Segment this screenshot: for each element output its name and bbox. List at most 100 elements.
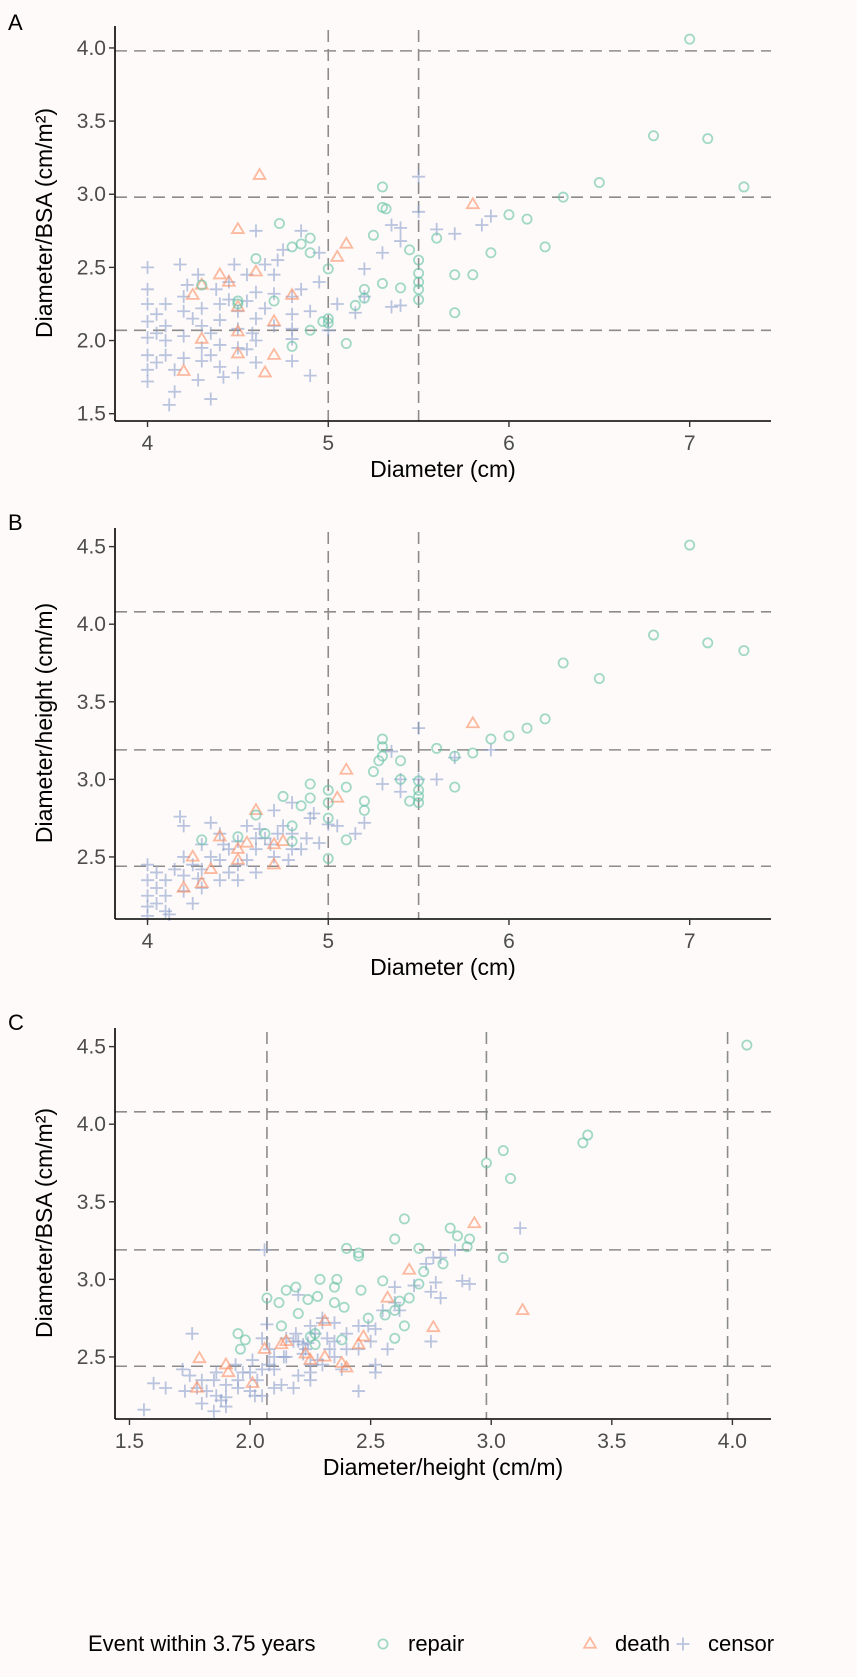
censor-point	[213, 297, 227, 311]
censor-point	[320, 1331, 334, 1345]
repair-point	[286, 241, 298, 253]
censor-point	[150, 881, 164, 895]
censor-point	[412, 205, 426, 219]
repair-point	[295, 800, 307, 812]
death-point	[212, 266, 228, 280]
censor-point	[429, 1275, 443, 1289]
censor-point	[231, 858, 245, 872]
censor-point	[274, 1378, 288, 1392]
repair-point	[738, 181, 750, 193]
censor-point	[195, 319, 209, 333]
repair-point	[280, 1284, 292, 1296]
legend-death-marker	[582, 1636, 598, 1649]
repair-point	[376, 181, 388, 193]
censor-point	[285, 354, 299, 368]
repair-point	[449, 269, 461, 281]
censor-point	[352, 1384, 366, 1398]
repair-point	[593, 177, 605, 189]
repair-point	[389, 1304, 401, 1316]
censor-point	[281, 853, 295, 867]
censor-point	[327, 1350, 341, 1364]
censor-point	[357, 816, 371, 830]
death-point	[185, 848, 201, 862]
death-point	[298, 1345, 314, 1359]
censor-point	[303, 1319, 317, 1333]
repair-point	[322, 784, 334, 796]
censor-point	[388, 1280, 402, 1294]
censor-point	[204, 850, 218, 864]
censor-point	[484, 743, 498, 757]
death-point	[302, 1352, 318, 1365]
death-point	[351, 1336, 367, 1350]
censor-point	[249, 285, 263, 299]
censor-point	[141, 889, 155, 903]
censor-point	[177, 819, 191, 833]
censor-point	[195, 881, 209, 895]
repair-point	[355, 1284, 367, 1296]
repair-point	[413, 267, 425, 279]
censor-point	[267, 803, 281, 817]
censor-point	[271, 827, 285, 841]
repair-point	[340, 337, 352, 349]
death-point	[257, 1341, 273, 1354]
death-point	[176, 880, 192, 893]
censor-point	[412, 170, 426, 184]
censor-point	[177, 351, 191, 365]
censor-point	[141, 375, 155, 388]
death-point	[257, 364, 273, 378]
death-point	[218, 1356, 234, 1370]
panel-a-letter: A	[8, 10, 23, 35]
legend-entries: repair death censor	[377, 1631, 774, 1656]
death-point	[380, 1290, 396, 1303]
censor-point	[204, 816, 218, 830]
legend-title: Event within 3.75 years	[88, 1631, 315, 1656]
censor-point	[150, 865, 164, 879]
censor-point	[141, 873, 155, 887]
censor-point	[291, 1369, 305, 1383]
censor-point	[177, 329, 191, 343]
censor-point	[213, 853, 227, 867]
censor-point	[286, 1381, 300, 1395]
censor-point	[267, 287, 281, 301]
repair-point	[362, 1312, 374, 1324]
panel-a-reference-lines	[115, 30, 771, 421]
censor-point	[173, 810, 187, 824]
censor-point	[463, 1277, 477, 1291]
x-tick-label: 6	[503, 432, 515, 455]
censor-point	[207, 1373, 221, 1387]
repair-point	[413, 283, 425, 295]
censor-point	[176, 1362, 190, 1376]
repair-point	[314, 1273, 326, 1285]
repair-point	[373, 755, 385, 767]
repair-point	[418, 1266, 430, 1278]
censor-point	[289, 1327, 303, 1341]
panel-a-points	[141, 33, 750, 412]
x-tick-label: 4	[142, 930, 154, 953]
repair-point	[702, 133, 714, 145]
censor-point	[213, 873, 227, 887]
legend-entry-censor: censor	[676, 1631, 774, 1656]
censor-point	[231, 1381, 245, 1395]
panel-b-points	[141, 539, 750, 923]
censor-point	[191, 373, 205, 387]
repair-point	[395, 773, 407, 785]
x-tick-label: 4.0	[718, 1430, 747, 1453]
death-point	[339, 1359, 355, 1373]
y-tick-label: 4.5	[77, 1036, 106, 1059]
censor-point	[213, 360, 227, 374]
censor-point	[285, 332, 299, 346]
panel-c-reference-lines	[115, 1032, 771, 1419]
censor-point	[430, 772, 444, 786]
legend: Event within 3.75 years repair death censo…	[88, 1631, 774, 1656]
repair-point	[304, 792, 316, 804]
death-point	[220, 1364, 236, 1378]
repair-point	[389, 1233, 401, 1245]
repair-point	[304, 778, 316, 790]
repair-point	[304, 1331, 316, 1343]
censor-point	[183, 1369, 197, 1383]
censor-point	[312, 275, 326, 289]
censor-point	[340, 1342, 354, 1356]
repair-point	[304, 324, 316, 336]
censor-point	[159, 348, 173, 362]
